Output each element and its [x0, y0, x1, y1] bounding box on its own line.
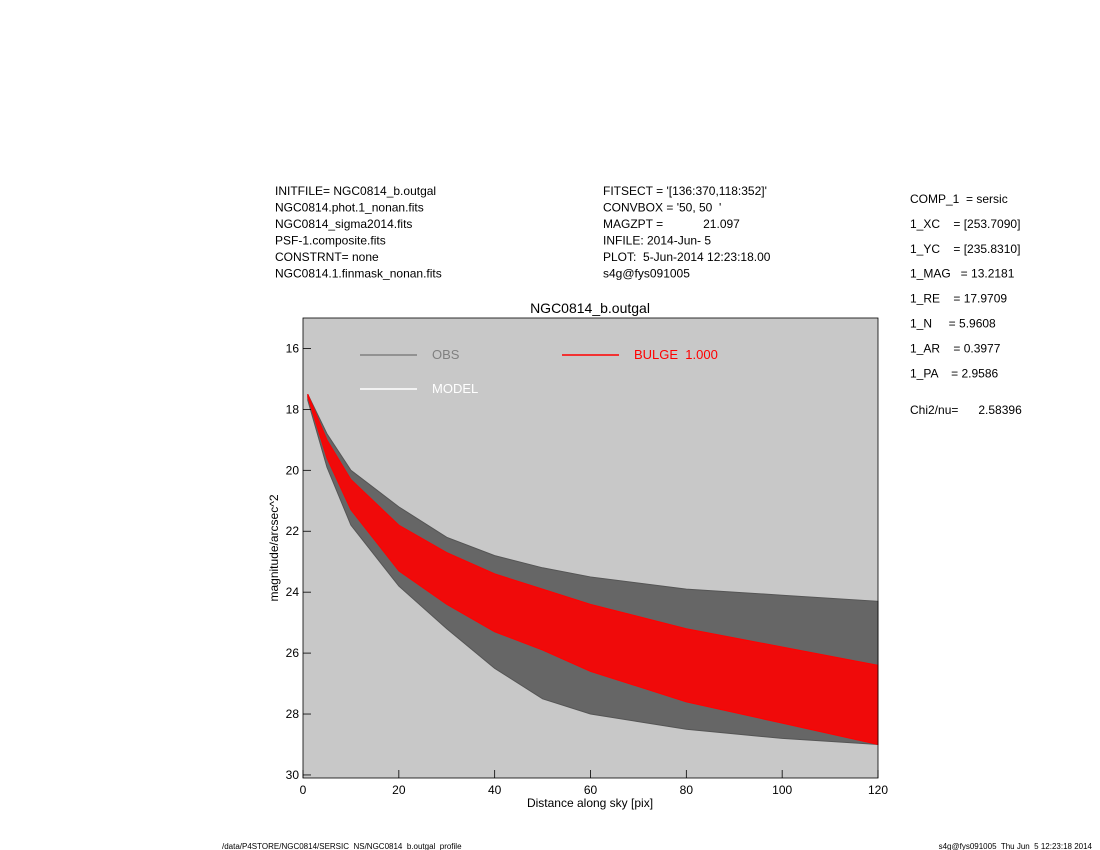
x-tick-label: 0 [300, 783, 307, 797]
legend-label: OBS [432, 347, 460, 362]
info-line: INITFILE= NGC0814_b.outgal [275, 184, 436, 198]
x-axis-label: Distance along sky [pix] [527, 796, 653, 810]
param-line: 1_N = 5.9608 [910, 317, 996, 331]
y-tick-label: 24 [286, 585, 300, 599]
chi2: Chi2/nu= 2.58396 [910, 403, 1022, 417]
info-line: NGC0814_sigma2014.fits [275, 217, 412, 231]
y-tick-label: 18 [286, 402, 300, 416]
x-tick-label: 20 [392, 783, 406, 797]
info-line: FITSECT = '[136:370,118:352]' [603, 184, 767, 198]
param-line: 1_XC = [253.7090] [910, 217, 1020, 231]
x-tick-label: 40 [488, 783, 502, 797]
y-tick-label: 16 [286, 341, 300, 355]
info-line: INFILE: 2014-Jun- 5 [603, 234, 711, 248]
y-tick-label: 30 [286, 768, 300, 782]
param-line: 1_MAG = 13.2181 [910, 267, 1015, 281]
x-tick-label: 100 [772, 783, 792, 797]
param-line: 1_RE = 17.9709 [910, 292, 1007, 306]
footer-right: s4g@fys091005 Thu Jun 5 12:23:18 2014 [939, 842, 1093, 850]
param-line: 1_YC = [235.8310] [910, 242, 1020, 256]
info-line: CONSTRNT= none [275, 250, 379, 264]
y-axis-label: magnitude/arcsec^2 [267, 494, 281, 601]
param-line: COMP_1 = sersic [910, 192, 1008, 206]
x-tick-label: 120 [868, 783, 888, 797]
info-line: NGC0814.phot.1_nonan.fits [275, 201, 424, 215]
y-tick-label: 28 [286, 707, 300, 721]
y-tick-label: 26 [286, 646, 300, 660]
y-tick-label: 22 [286, 524, 300, 538]
info-line: CONVBOX = '50, 50 ' [603, 201, 721, 215]
footer-left: /data/P4STORE/NGC0814/SERSIC_NS/NGC0814_… [222, 842, 462, 850]
legend-label: BULGE 1.000 [634, 347, 718, 362]
param-line: 1_AR = 0.3977 [910, 341, 1001, 355]
info-line: PSF-1.composite.fits [275, 234, 386, 248]
info-line: MAGZPT = 21.097 [603, 217, 740, 231]
legend-label: MODEL [432, 381, 478, 396]
info-line: PLOT: 5-Jun-2014 12:23:18.00 [603, 250, 771, 264]
x-tick-label: 80 [680, 783, 694, 797]
info-line: NGC0814.1.finmask_nonan.fits [275, 267, 442, 281]
param-line: 1_PA = 2.9586 [910, 366, 999, 380]
y-tick-label: 20 [286, 463, 300, 477]
chart-title: NGC0814_b.outgal [530, 300, 650, 316]
info-line: s4g@fys091005 [603, 267, 690, 281]
x-tick-label: 60 [584, 783, 598, 797]
